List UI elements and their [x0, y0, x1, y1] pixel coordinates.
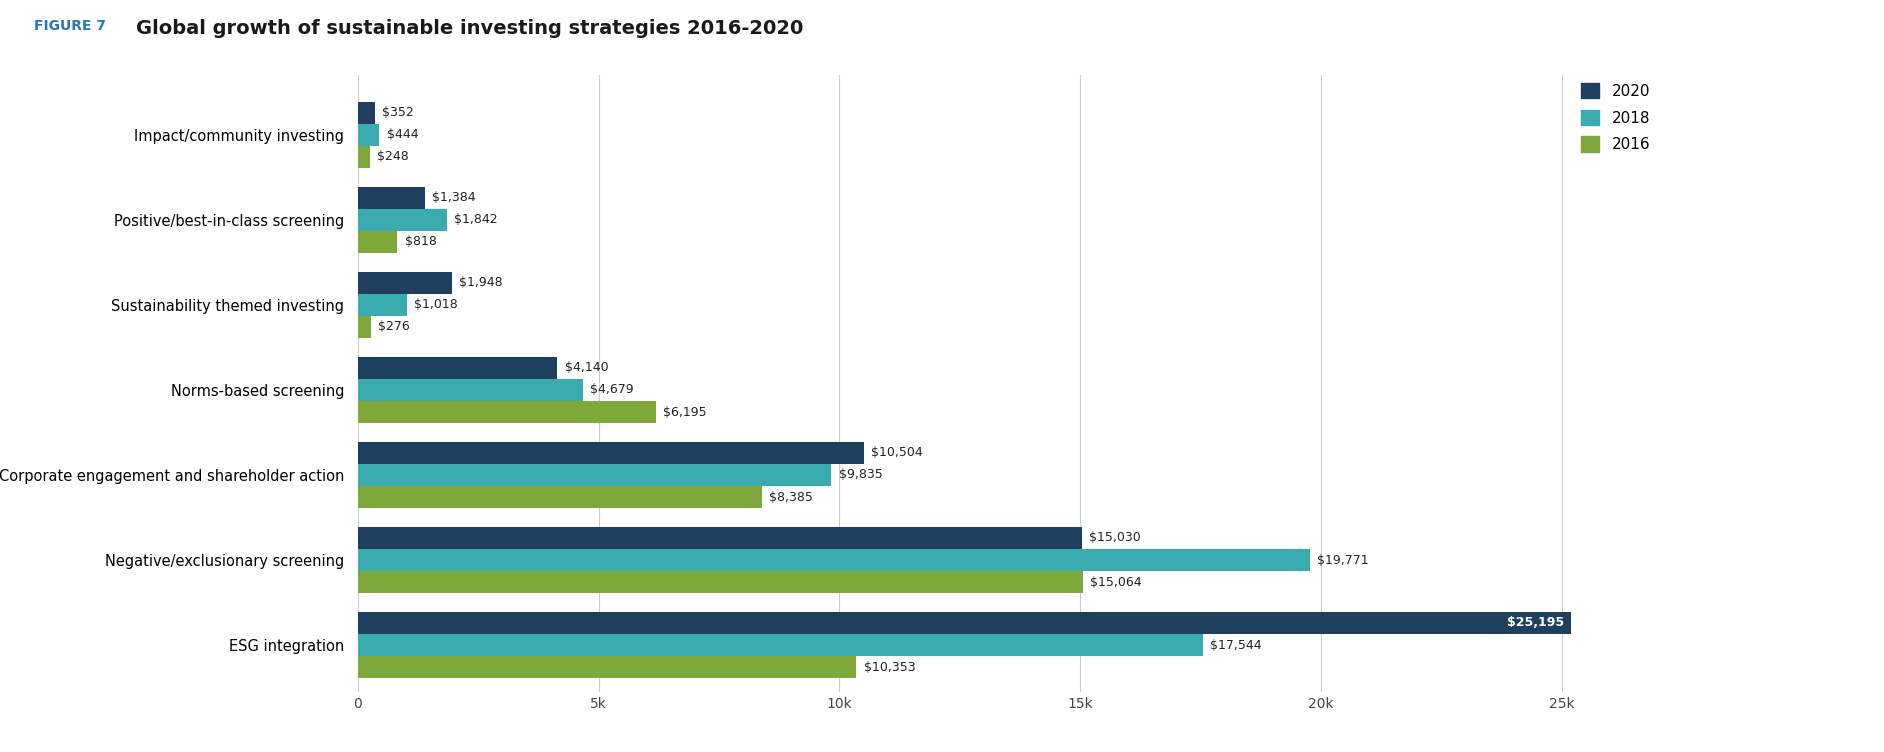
Legend: 2020, 2018, 2016: 2020, 2018, 2016 [1581, 83, 1650, 152]
Text: Global growth of sustainable investing strategies 2016-2020: Global growth of sustainable investing s… [136, 19, 803, 38]
Bar [358, 401, 656, 423]
Bar [358, 441, 863, 464]
Bar [358, 549, 1309, 571]
Text: $25,195: $25,195 [1507, 617, 1564, 629]
Bar [358, 231, 398, 253]
Text: $10,353: $10,353 [863, 661, 916, 674]
Text: $1,842: $1,842 [454, 214, 497, 226]
Bar [358, 123, 379, 146]
Text: $15,030: $15,030 [1089, 532, 1140, 544]
Bar [358, 356, 558, 379]
Bar [358, 571, 1083, 593]
Bar [358, 271, 452, 294]
Text: $8,385: $8,385 [769, 490, 812, 504]
Text: $352: $352 [382, 106, 414, 119]
Text: $1,384: $1,384 [431, 191, 475, 205]
Text: $1,948: $1,948 [460, 276, 503, 290]
Bar [358, 612, 1571, 634]
Bar [358, 464, 831, 486]
Text: $4,679: $4,679 [590, 384, 635, 396]
Text: $15,064: $15,064 [1091, 575, 1142, 589]
Text: $1,018: $1,018 [414, 299, 458, 311]
Text: $444: $444 [386, 129, 418, 141]
Bar [358, 656, 857, 678]
Text: $9,835: $9,835 [838, 468, 882, 481]
Bar [358, 294, 407, 316]
Bar [358, 486, 761, 508]
Text: $4,140: $4,140 [565, 361, 609, 374]
Text: $818: $818 [405, 235, 437, 248]
Bar [358, 379, 584, 401]
Bar [358, 186, 424, 209]
Text: $19,771: $19,771 [1317, 553, 1368, 566]
Bar [358, 102, 375, 123]
Bar [358, 209, 447, 231]
Text: $248: $248 [377, 150, 409, 163]
Text: $276: $276 [379, 320, 411, 333]
Text: $10,504: $10,504 [870, 447, 923, 459]
Text: FIGURE 7: FIGURE 7 [34, 19, 106, 33]
Text: $17,544: $17,544 [1210, 638, 1262, 651]
Bar [358, 634, 1202, 656]
Bar [358, 146, 369, 168]
Bar [358, 527, 1081, 549]
Bar [358, 316, 371, 338]
Text: $6,195: $6,195 [663, 405, 706, 419]
